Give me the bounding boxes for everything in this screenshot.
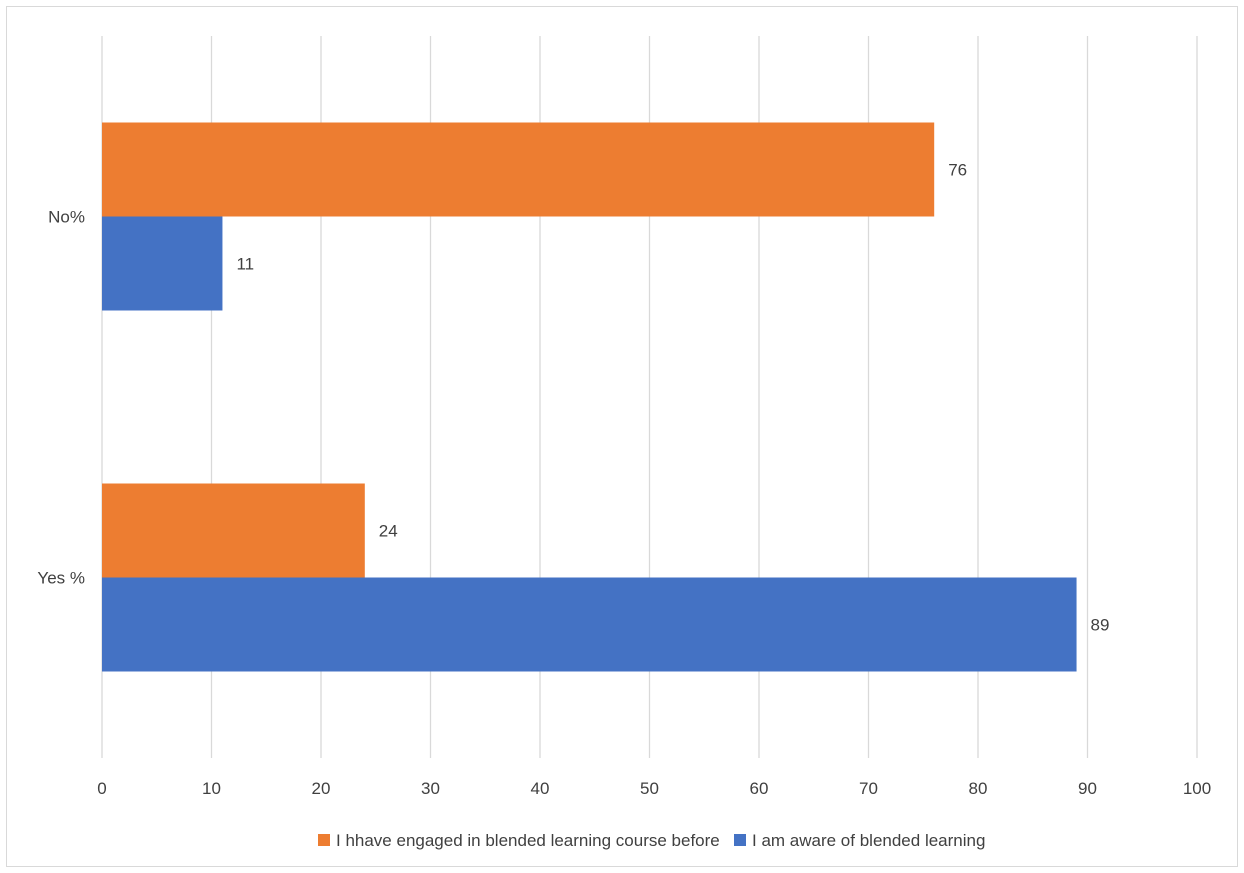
tick-labels: 0 10 20 30 40 50 60 70 80 90 100 xyxy=(97,779,1211,798)
data-label: 11 xyxy=(236,255,254,274)
data-labels: 76 11 24 89 xyxy=(236,161,1109,635)
data-label: 89 xyxy=(1091,616,1110,635)
legend-swatch-aware xyxy=(734,834,746,846)
bar-engaged-0 xyxy=(102,122,935,217)
data-label: 24 xyxy=(379,522,398,541)
x-tick-label: 60 xyxy=(750,779,769,798)
bar-aware-0 xyxy=(102,216,223,311)
bars xyxy=(102,122,1077,672)
legend-label-aware: I am aware of blended learning xyxy=(752,831,985,850)
bar-engaged-1 xyxy=(102,483,365,578)
x-tick-label: 20 xyxy=(312,779,331,798)
legend: I hhave engaged in blended learning cour… xyxy=(318,831,985,850)
x-tick-label: 40 xyxy=(531,779,550,798)
x-tick-label: 90 xyxy=(1078,779,1097,798)
bar-aware-1 xyxy=(102,577,1077,672)
x-tick-label: 30 xyxy=(421,779,440,798)
legend-swatch-engaged xyxy=(318,834,330,846)
x-tick-label: 0 xyxy=(97,779,106,798)
x-tick-label: 80 xyxy=(969,779,988,798)
x-tick-label: 100 xyxy=(1183,779,1211,798)
x-tick-label: 10 xyxy=(202,779,221,798)
x-tick-label: 50 xyxy=(640,779,659,798)
category-labels: No% Yes % xyxy=(37,208,85,588)
legend-label-engaged: I hhave engaged in blended learning cour… xyxy=(336,831,720,850)
data-label: 76 xyxy=(948,161,967,180)
x-tick-label: 70 xyxy=(859,779,878,798)
category-label: No% xyxy=(48,208,85,227)
category-label: Yes % xyxy=(37,569,85,588)
